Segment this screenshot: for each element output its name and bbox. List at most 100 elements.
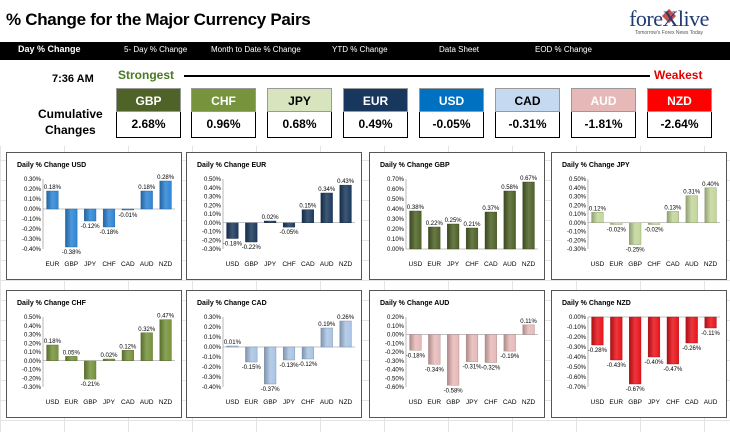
category-label: USD: [226, 261, 240, 268]
y-tick-label: 0.30%: [24, 333, 42, 339]
bar: [46, 344, 59, 361]
data-label: 0.67%: [520, 176, 538, 182]
category-label: JPY: [84, 261, 97, 268]
category-label: JPY: [447, 261, 460, 268]
currency-card-jpy: JPY 0.68%: [267, 88, 332, 138]
data-label: 0.26%: [337, 315, 355, 321]
y-tick-label: -0.20%: [567, 335, 587, 341]
category-label: CHF: [465, 261, 478, 268]
currency-value: -0.31%: [495, 112, 560, 138]
bar: [610, 316, 623, 361]
y-tick-label: 0.20%: [387, 227, 405, 233]
category-label: USD: [409, 399, 423, 406]
y-tick-label: 0.00%: [569, 221, 587, 227]
data-label: -0.15%: [242, 365, 262, 371]
bar: [264, 346, 277, 385]
data-label: -0.38%: [62, 250, 82, 256]
currency-value: 2.68%: [116, 112, 181, 138]
y-tick-label: 0.00%: [204, 345, 222, 351]
category-label: CHF: [301, 399, 314, 406]
category-label: NZD: [159, 399, 173, 406]
data-label: -0.40%: [644, 360, 664, 366]
data-label: 0.31%: [683, 190, 701, 196]
category-label: JPY: [103, 399, 116, 406]
category-label: GBP: [628, 261, 642, 268]
page-title: % Change for the Major Currency Pairs: [6, 10, 311, 29]
category-label: USD: [409, 261, 423, 268]
chart-jpy: Daily % Change JPY0.50%0.40%0.30%0.20%0.…: [562, 162, 720, 268]
data-label: -0.18%: [406, 353, 426, 359]
bar: [522, 324, 535, 335]
tab-data-sheet[interactable]: Data Sheet: [439, 45, 480, 54]
tab-eod-change[interactable]: EOD % Change: [535, 45, 592, 54]
category-label: GBP: [263, 399, 277, 406]
category-label: JPY: [648, 399, 661, 406]
data-label: -0.18%: [223, 242, 243, 248]
data-label: -0.02%: [607, 228, 627, 234]
y-tick-label: 0.20%: [24, 341, 42, 347]
category-label: CHF: [282, 261, 295, 268]
chart-cad: Daily % Change CAD 0.30% 0.20% 0.10% 0.00% -0…: [197, 300, 355, 406]
y-tick-label: -0.30%: [202, 247, 222, 253]
data-label: 0.18%: [138, 185, 156, 191]
bar: [226, 345, 239, 348]
tab-day-change[interactable]: Day % Change: [18, 44, 81, 54]
data-label: 0.15%: [299, 204, 317, 210]
data-label: 0.02%: [100, 353, 118, 359]
bar: [140, 332, 153, 361]
y-tick-label: 0.40%: [569, 186, 587, 192]
bar: [264, 220, 277, 223]
bar: [685, 316, 698, 344]
y-tick-label: -0.10%: [385, 341, 405, 347]
y-tick-label: 0.20%: [569, 203, 587, 209]
bar: [245, 222, 258, 243]
data-label: 0.22%: [426, 221, 444, 227]
data-label: 0.32%: [138, 327, 156, 333]
tab-bar: Day % Change 5- Day % Change Month to Da…: [0, 42, 730, 60]
y-tick-label: -0.30%: [567, 247, 587, 253]
bar: [629, 316, 642, 385]
data-label: 0.43%: [337, 179, 355, 185]
currency-value: 0.49%: [343, 112, 408, 138]
data-label: 0.28%: [157, 175, 175, 181]
y-tick-label: -0.10%: [567, 230, 587, 236]
bar: [140, 190, 153, 210]
bar: [84, 208, 97, 222]
category-label: CAD: [121, 261, 135, 268]
data-label: -0.18%: [99, 230, 119, 236]
category-label: NZD: [522, 261, 536, 268]
category-label: CHF: [102, 261, 115, 268]
chart-title: Daily % Change NZD: [562, 300, 631, 307]
chart-panel-usd: Daily % Change USD 0.30% 0.20% 0.10% 0.00% -0…: [6, 152, 182, 280]
category-label: NZD: [159, 261, 173, 268]
bar: [159, 319, 172, 361]
y-tick-label: 0.30%: [204, 195, 222, 201]
bar: [685, 195, 698, 223]
category-label: USD: [591, 261, 605, 268]
data-label: 0.38%: [407, 205, 425, 211]
tab-ytd-change[interactable]: YTD % Change: [332, 45, 388, 54]
bar: [447, 334, 460, 386]
data-label: -0.02%: [644, 228, 664, 234]
tab-5day-change[interactable]: 5- Day % Change: [124, 45, 188, 54]
bar: [339, 184, 352, 223]
bar: [666, 211, 679, 223]
currency-name: CHF: [191, 88, 256, 112]
bar: [484, 211, 497, 250]
bar: [409, 210, 422, 250]
logo-wordmark: foreXlive: [629, 6, 709, 31]
data-label: 0.11%: [520, 319, 537, 325]
y-tick-label: -0.10%: [22, 368, 42, 374]
category-label: AUD: [140, 261, 154, 268]
y-tick-label: -0.50%: [567, 365, 587, 371]
y-tick-label: -0.30%: [567, 345, 587, 351]
y-tick-label: 0.70%: [387, 177, 405, 183]
data-label: 0.05%: [63, 350, 81, 356]
currency-value: 0.96%: [191, 112, 256, 138]
data-label: -0.58%: [444, 388, 464, 394]
tab-month-to-date[interactable]: Month to Date % Change: [211, 45, 301, 54]
bar: [610, 222, 623, 225]
currency-card-usd: USD -0.05%: [419, 88, 484, 138]
y-tick-label: -0.10%: [202, 230, 222, 236]
data-label: 0.25%: [445, 218, 463, 224]
